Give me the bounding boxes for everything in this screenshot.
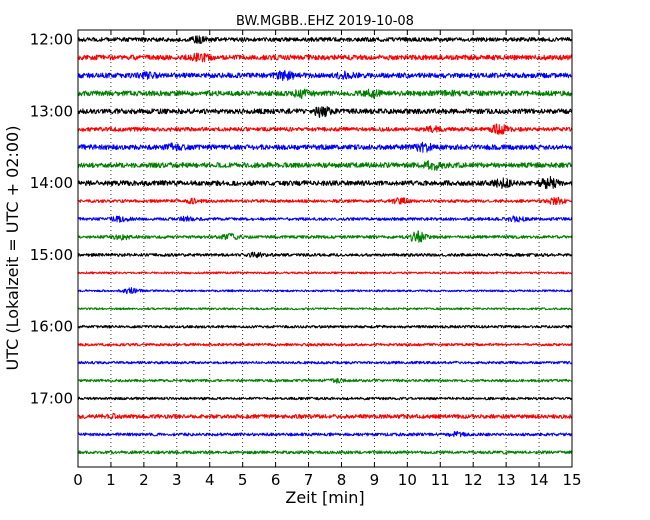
trace-1315: [77, 123, 573, 135]
trace-1200: [77, 35, 573, 44]
trace-1545: [77, 307, 573, 311]
x-tick-label-5: 5: [238, 471, 248, 489]
trace-1445: [77, 230, 573, 243]
trace-1345: [77, 160, 573, 172]
y-tick-label-1600: 16:00: [30, 318, 73, 336]
x-tick-label-4: 4: [205, 471, 215, 489]
x-tick-label-6: 6: [271, 471, 281, 489]
trace-1215: [77, 52, 573, 63]
x-axis-label: Zeit [min]: [285, 488, 364, 507]
x-tick-label-2: 2: [139, 471, 149, 489]
x-axis-ticks: 0 1 2 3 4 5 6 7 8 9 10 11 12 13 14 15: [73, 30, 582, 489]
trace-1400: [77, 175, 573, 190]
x-tick-label-15: 15: [562, 471, 581, 489]
x-tick-label-7: 7: [304, 471, 314, 489]
x-tick-label-0: 0: [73, 471, 83, 489]
chart-title: BW.MGBB..EHZ 2019-10-08: [236, 14, 414, 29]
y-tick-label-1500: 15:00: [30, 246, 73, 264]
trace-1300: [77, 106, 573, 119]
trace-group: [77, 35, 573, 455]
plot-frame: [77, 29, 573, 468]
minute-gridlines: [110, 30, 540, 467]
y-tick-label-1300: 13:00: [30, 102, 73, 120]
trace-1330: [77, 141, 573, 153]
trace-1430: [77, 215, 573, 223]
trace-1230: [77, 70, 573, 82]
trace-1700: [77, 396, 573, 401]
trace-1745: [77, 450, 573, 455]
y-tick-label-1700: 17:00: [30, 390, 73, 408]
trace-1515: [77, 271, 573, 275]
trace-1415: [77, 196, 573, 206]
trace-1615: [77, 342, 573, 347]
x-tick-label-11: 11: [431, 471, 450, 489]
trace-1645: [77, 377, 573, 384]
x-tick-label-14: 14: [530, 471, 549, 489]
trace-1715: [77, 412, 573, 420]
trace-1730: [77, 430, 573, 438]
trace-1500: [77, 251, 573, 259]
y-tick-label-1200: 12:00: [30, 31, 73, 49]
trace-1245: [77, 88, 573, 100]
y-axis-ticks: 12:00 13:00 14:00 15:00 16:00 17:00: [30, 31, 572, 408]
x-tick-label-3: 3: [172, 471, 182, 489]
x-tick-label-9: 9: [370, 471, 380, 489]
trace-1600: [77, 324, 573, 329]
y-axis-label: UTC (Lokalzeit = UTC + 02:00): [3, 126, 22, 371]
trace-1630: [77, 360, 573, 365]
x-tick-label-1: 1: [106, 471, 116, 489]
trace-1530: [77, 287, 573, 295]
y-tick-label-1400: 14:00: [30, 174, 73, 192]
x-tick-label-13: 13: [497, 471, 516, 489]
x-tick-label-10: 10: [398, 471, 417, 489]
x-tick-label-12: 12: [464, 471, 483, 489]
x-tick-label-8: 8: [337, 471, 347, 489]
